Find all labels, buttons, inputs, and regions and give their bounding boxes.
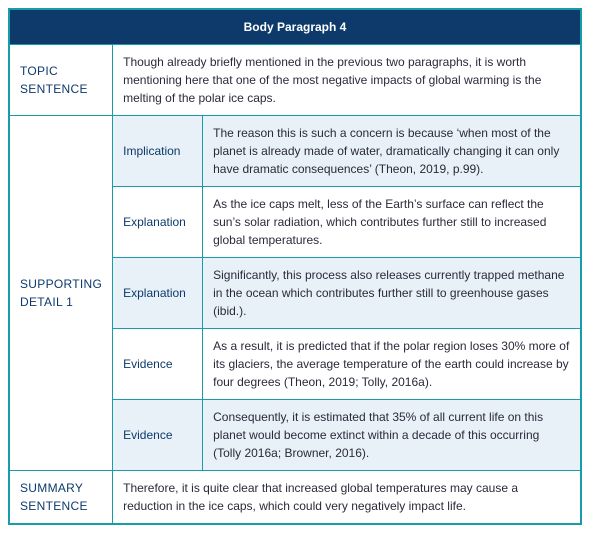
supporting-row-0: SUPPORTING DETAIL 1 Implication The reas… — [9, 116, 581, 187]
supporting-sublabel-1: Explanation — [113, 187, 203, 258]
supporting-sublabel-2: Explanation — [113, 258, 203, 329]
topic-sentence-row: TOPIC SENTENCE Though already briefly me… — [9, 45, 581, 116]
supporting-sublabel-3: Evidence — [113, 329, 203, 400]
supporting-text-4: Consequently, it is estimated that 35% o… — [203, 400, 581, 471]
supporting-sublabel-0: Implication — [113, 116, 203, 187]
summary-row: SUMMARY SENTENCE Therefore, it is quite … — [9, 471, 581, 525]
summary-label: SUMMARY SENTENCE — [9, 471, 113, 525]
supporting-sublabel-4: Evidence — [113, 400, 203, 471]
summary-text: Therefore, it is quite clear that increa… — [113, 471, 581, 525]
body-paragraph-table: Body Paragraph 4 TOPIC SENTENCE Though a… — [8, 8, 582, 525]
supporting-label: SUPPORTING DETAIL 1 — [9, 116, 113, 471]
supporting-text-2: Significantly, this process also release… — [203, 258, 581, 329]
supporting-text-1: As the ice caps melt, less of the Earth’… — [203, 187, 581, 258]
supporting-text-0: The reason this is such a concern is bec… — [203, 116, 581, 187]
title-row: Body Paragraph 4 — [9, 9, 581, 45]
table-title: Body Paragraph 4 — [9, 9, 581, 45]
topic-label: TOPIC SENTENCE — [9, 45, 113, 116]
supporting-text-3: As a result, it is predicted that if the… — [203, 329, 581, 400]
topic-text: Though already briefly mentioned in the … — [113, 45, 581, 116]
